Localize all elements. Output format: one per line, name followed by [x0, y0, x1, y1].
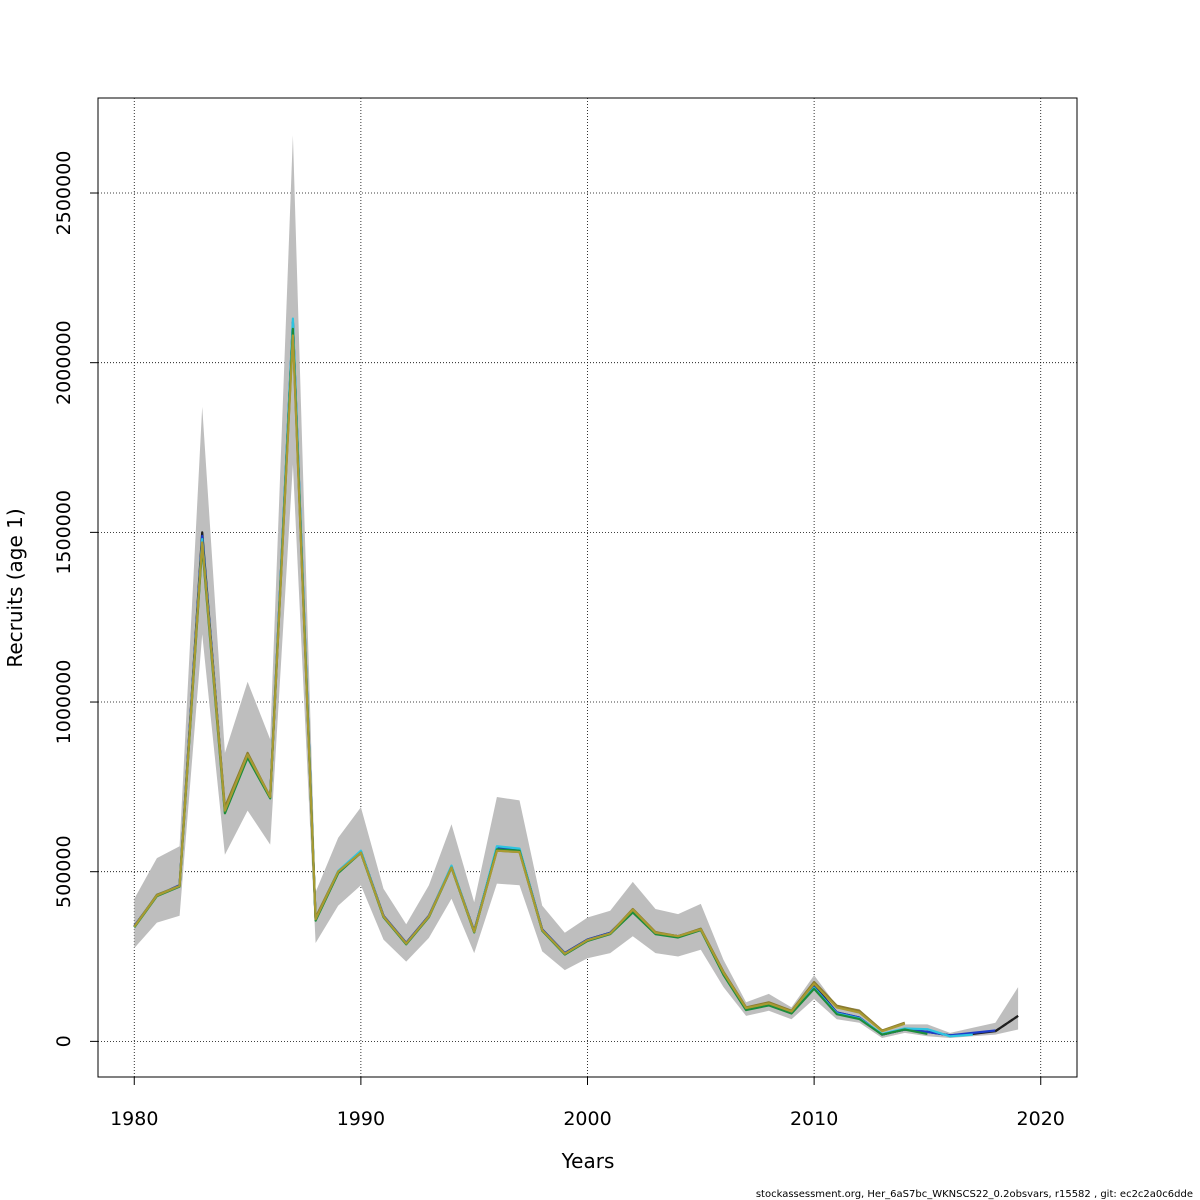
y-tick-label: 0: [53, 1035, 75, 1047]
series-line-1-projection: [994, 1014, 1019, 1033]
footer-note: stockassessment.org, Her_6aS7bc_WKNSCS22…: [756, 1189, 1193, 1200]
x-tick-label: 1990: [337, 1108, 385, 1130]
x-tick-label: 2020: [1017, 1108, 1065, 1130]
y-tick-label: 1000000: [53, 660, 75, 745]
grid-lines: [98, 98, 1077, 1077]
x-axis: 1980 1990 2000 2010 2020: [110, 1077, 1065, 1130]
y-tick-label: 2000000: [53, 320, 75, 405]
y-tick-label: 500000: [53, 835, 75, 908]
series-lines-layer: [133, 317, 1019, 1038]
x-axis-title: Years: [561, 1149, 615, 1173]
x-tick-label: 1980: [110, 1108, 158, 1130]
y-tick-label: 2500000: [53, 151, 75, 236]
series-line-6: [133, 334, 906, 1033]
x-tick-label: 2000: [563, 1108, 611, 1130]
y-axis-title: Recruits (age 1): [3, 508, 27, 667]
y-axis: 0 500000 1000000 1500000 2000000 2500000: [53, 151, 98, 1047]
y-tick-label: 1500000: [53, 490, 75, 575]
x-tick-label: 2010: [790, 1108, 838, 1130]
